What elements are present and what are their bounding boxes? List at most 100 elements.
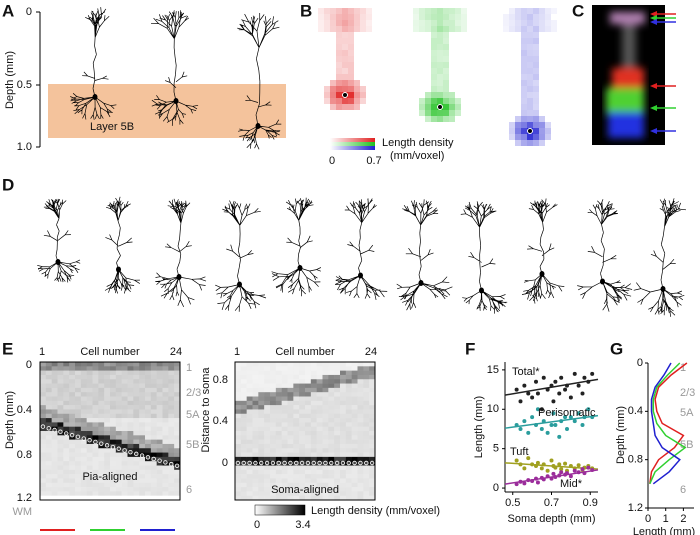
density-pixel xyxy=(336,104,342,110)
heat-cell xyxy=(156,461,163,466)
density-pixel xyxy=(330,20,336,26)
heat-cell xyxy=(80,478,87,484)
heat-cell xyxy=(246,465,253,471)
heat-cell xyxy=(275,443,282,449)
heat-cell xyxy=(127,495,134,501)
heat-cell xyxy=(145,392,152,397)
heat-cell xyxy=(351,422,358,427)
point xyxy=(522,481,527,486)
heat-cell xyxy=(322,413,329,419)
density-pixel xyxy=(461,20,467,26)
point xyxy=(557,434,562,439)
heat-cell xyxy=(104,400,111,406)
heat-cell xyxy=(63,413,70,419)
caption: Pia-aligned xyxy=(82,471,137,483)
heat-cell xyxy=(246,362,253,367)
heat-cell xyxy=(98,465,105,471)
heat-cell xyxy=(258,448,265,453)
heat-cell xyxy=(310,443,317,449)
heat-cell xyxy=(328,405,335,410)
density-pixel xyxy=(521,14,527,20)
heat-cell xyxy=(363,366,370,371)
heat-cell xyxy=(150,482,157,488)
density-pixel xyxy=(360,86,366,92)
heat-cell xyxy=(351,379,358,384)
density-pixel xyxy=(336,44,342,50)
heat-cell xyxy=(345,374,352,380)
density-pixel xyxy=(539,116,545,122)
heat-cell xyxy=(86,400,93,406)
density-pixel xyxy=(533,50,539,56)
heat-cell xyxy=(80,452,87,458)
density-pixel xyxy=(443,80,449,86)
heat-cell xyxy=(168,431,175,436)
heat-cell xyxy=(139,431,146,436)
heat-cell xyxy=(351,431,358,436)
heat-cell xyxy=(310,422,317,427)
density-pixel xyxy=(503,20,509,26)
density-pixel xyxy=(533,92,539,98)
heat-cell xyxy=(133,409,140,415)
density-pixel xyxy=(419,20,425,26)
heat-cell xyxy=(281,392,288,397)
heat-cell xyxy=(168,452,175,458)
heat-cell xyxy=(162,487,169,492)
heat-cell xyxy=(334,465,341,471)
heat-cell xyxy=(235,491,242,496)
soma-marker xyxy=(323,460,328,466)
point xyxy=(526,456,531,461)
heat-cell xyxy=(340,362,347,367)
heat-cell xyxy=(310,465,317,471)
soma-marker xyxy=(69,432,75,438)
soma xyxy=(116,266,121,273)
heat-cell xyxy=(246,396,253,402)
heat-cell xyxy=(139,379,146,384)
density-pixel xyxy=(437,56,443,62)
density-pixel xyxy=(443,38,449,44)
heat-cell xyxy=(86,413,93,419)
heat-cell xyxy=(322,431,329,436)
heat-cell xyxy=(80,461,87,466)
heat-cell xyxy=(305,383,312,389)
heat-cell xyxy=(363,482,370,488)
heat-cell xyxy=(281,387,288,393)
density-pixel xyxy=(348,26,354,32)
heat-cell xyxy=(340,469,347,475)
heat-cell xyxy=(363,452,370,458)
heat-cell xyxy=(150,422,157,427)
heat-cell xyxy=(258,370,265,376)
soma-marker xyxy=(282,460,287,466)
heat-cell xyxy=(145,418,152,423)
heat-cell xyxy=(240,431,247,436)
heat-cell xyxy=(235,469,242,475)
soma-marker xyxy=(334,460,340,466)
heat-cell xyxy=(369,465,376,471)
colorbar-title: Length density xyxy=(382,137,454,149)
series-label: Tuft xyxy=(510,446,529,458)
heat-cell xyxy=(40,465,47,471)
density-pixel xyxy=(533,86,539,92)
heat-cell xyxy=(328,418,335,423)
heat-cell xyxy=(363,418,370,423)
heat-cell xyxy=(69,383,76,389)
heat-cell xyxy=(258,396,265,402)
arrows xyxy=(650,11,676,134)
heat-cell xyxy=(246,405,253,410)
heat-cell xyxy=(328,379,335,384)
heat-cell xyxy=(275,366,282,371)
soma xyxy=(479,287,484,294)
heat-cell xyxy=(174,487,181,492)
density-pixel xyxy=(336,20,342,26)
heat-cell xyxy=(98,362,105,367)
heat-cell xyxy=(281,482,288,488)
heat-cell xyxy=(110,374,117,380)
density-pixel xyxy=(515,128,521,134)
heat-cell xyxy=(240,465,247,471)
heat-cell xyxy=(322,400,329,406)
heat-cell xyxy=(104,435,111,440)
heat-cell xyxy=(270,482,277,488)
density-pixel xyxy=(354,26,360,32)
point xyxy=(580,423,585,428)
heat-cell xyxy=(369,452,376,458)
heat-cell xyxy=(345,422,352,427)
